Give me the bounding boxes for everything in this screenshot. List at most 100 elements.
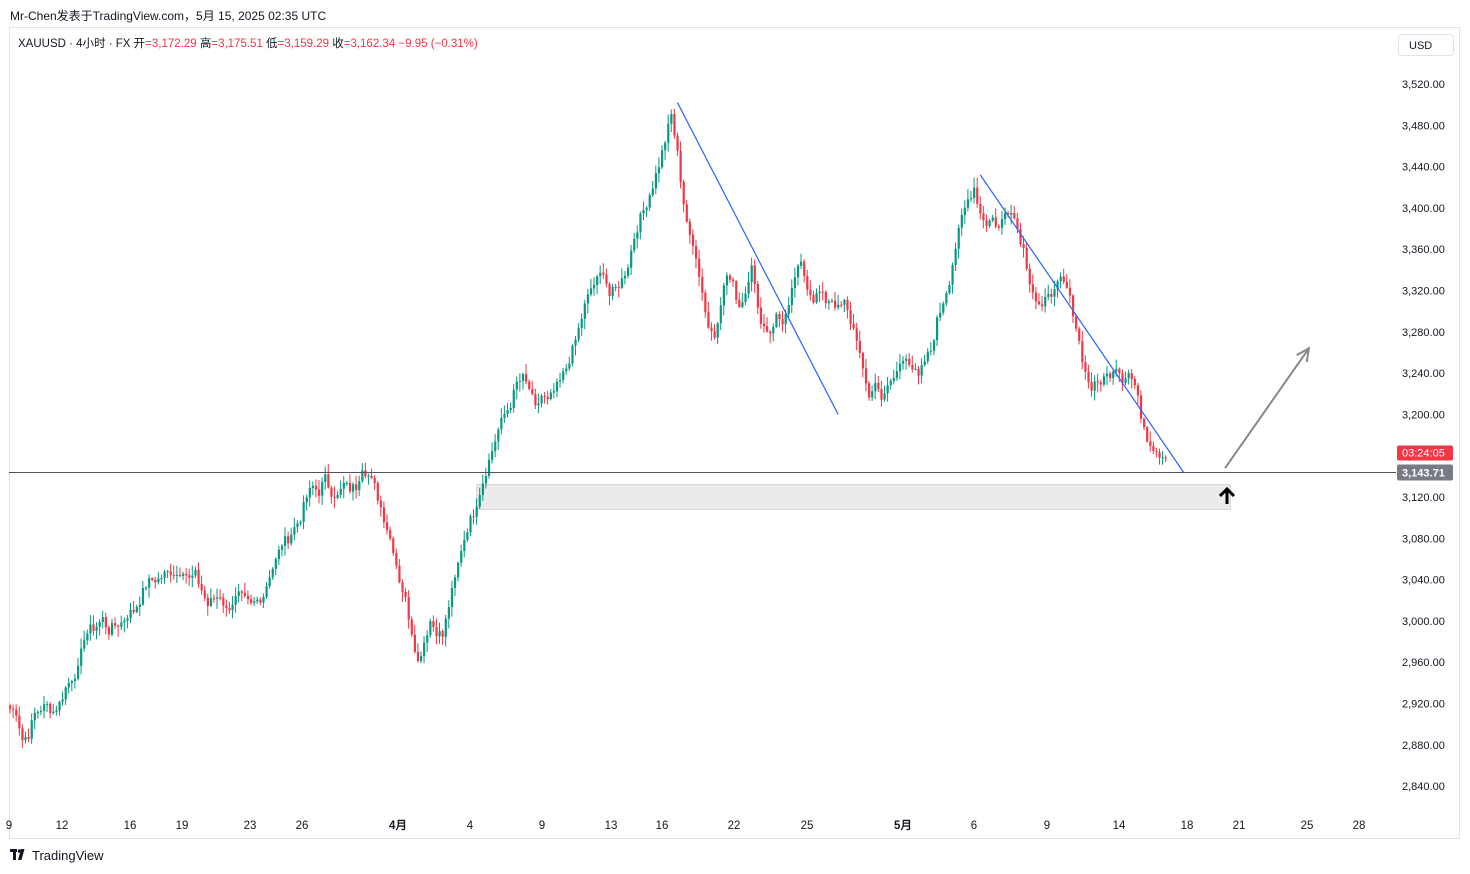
candle-body <box>86 633 89 641</box>
projection-arrow[interactable] <box>1224 347 1310 469</box>
trendline[interactable] <box>676 102 839 415</box>
candle-body <box>1087 371 1090 383</box>
candle-body <box>623 275 627 279</box>
candle-body <box>1143 418 1146 428</box>
candle-body <box>364 470 367 477</box>
tradingview-brand[interactable]: TradingView <box>10 848 104 863</box>
candle-body <box>385 522 389 531</box>
candle-body <box>423 642 426 657</box>
y-tick-label: 2,960.00 <box>1402 657 1445 669</box>
candle-body <box>129 609 132 619</box>
candle-body <box>435 626 438 637</box>
candle-body <box>240 591 243 593</box>
candle-body <box>80 648 83 666</box>
candle-body <box>1068 287 1072 296</box>
y-tick-label: 3,360.00 <box>1402 244 1445 256</box>
x-tick-label: 16 <box>124 820 137 832</box>
candle-body <box>657 167 661 174</box>
candle-body <box>135 606 138 613</box>
candle-body <box>790 287 793 306</box>
candle-body <box>172 575 175 577</box>
candle-body <box>419 656 423 661</box>
candle-body <box>67 682 70 688</box>
candle-body <box>290 534 293 544</box>
trendline[interactable] <box>979 174 1185 474</box>
candle-body <box>772 326 775 334</box>
candle-body <box>416 651 420 661</box>
legend-high-label: 高 <box>199 38 212 50</box>
candle-body <box>373 478 376 484</box>
candle-body <box>766 326 769 332</box>
candle-body <box>997 226 1000 228</box>
candle-body <box>518 380 522 382</box>
candle-body <box>571 345 574 364</box>
candle-body <box>107 627 111 635</box>
publish-caption: Mr-Chen发表于TradingView.com，5月 15, 2025 02… <box>10 9 327 23</box>
candle-body <box>969 198 973 200</box>
candle-body <box>299 521 302 524</box>
candle-body <box>194 569 197 576</box>
candle-body <box>602 272 605 275</box>
candle-body <box>426 635 429 643</box>
candle-body <box>410 619 413 635</box>
candle-body <box>1155 451 1158 453</box>
candle-body <box>138 604 141 607</box>
candle-body <box>753 265 756 285</box>
candle-body <box>531 389 534 395</box>
candle-body <box>114 623 117 626</box>
candle-body <box>284 536 287 546</box>
x-tick-label: 28 <box>1353 820 1366 832</box>
candle-body <box>339 488 342 495</box>
candle-body <box>225 605 228 609</box>
candle-body <box>330 487 333 497</box>
candle-body <box>682 181 685 205</box>
x-tick-label: 21 <box>1233 820 1246 832</box>
candle-body <box>61 699 64 702</box>
y-axis[interactable]: 3,520.00 3,480.00 3,440.00 3,400.00 3,360.00… <box>1402 79 1445 793</box>
up-arrow-marker-icon[interactable] <box>1218 486 1236 504</box>
candle-body <box>515 381 518 390</box>
candle-body <box>605 274 608 285</box>
candle-body <box>775 313 778 327</box>
candle-body <box>447 607 450 619</box>
candle-body <box>200 583 203 591</box>
candle-body <box>466 532 469 540</box>
candle-body <box>336 494 339 498</box>
currency-button[interactable]: USD <box>1398 34 1454 56</box>
candle-body <box>892 377 895 381</box>
x-tick-label: 16 <box>656 820 669 832</box>
candle-body <box>453 577 457 589</box>
candle-body <box>342 482 345 489</box>
candle-body <box>1022 243 1025 248</box>
candle-body <box>49 703 52 714</box>
candle-body <box>837 304 840 308</box>
candle-body <box>460 551 463 563</box>
candle-body <box>608 284 611 297</box>
candle-body <box>33 712 36 721</box>
x-tick-label: 26 <box>296 820 309 832</box>
candle-body <box>855 328 858 341</box>
support-zone[interactable] <box>476 484 1232 510</box>
candle-body <box>877 382 880 389</box>
candle-body <box>12 708 15 710</box>
candle-body <box>982 213 985 221</box>
x-tick-label: 22 <box>728 820 741 832</box>
candle-body <box>691 234 695 246</box>
candle-body <box>945 293 948 304</box>
candle-body <box>212 598 216 600</box>
legend-symbol[interactable]: XAUUSD · 4小时 · FX <box>18 38 131 50</box>
candle-body <box>593 284 596 289</box>
candle-body <box>9 705 12 709</box>
x-tick-label: 23 <box>244 820 257 832</box>
legend-low: =3,159.29 <box>277 38 330 50</box>
candle-body <box>793 277 797 288</box>
candle-body <box>589 288 593 295</box>
candle-body <box>500 417 503 430</box>
candle-body <box>274 559 277 569</box>
candle-body <box>324 474 327 483</box>
candle-body <box>868 383 871 398</box>
candle-body <box>540 395 543 404</box>
candle-body <box>246 595 250 600</box>
x-axis[interactable]: 9 12 16 19 23 26 4月 4 9 13 16 22 25 5月 6 9 14 18 21 25 28 <box>6 819 1366 832</box>
